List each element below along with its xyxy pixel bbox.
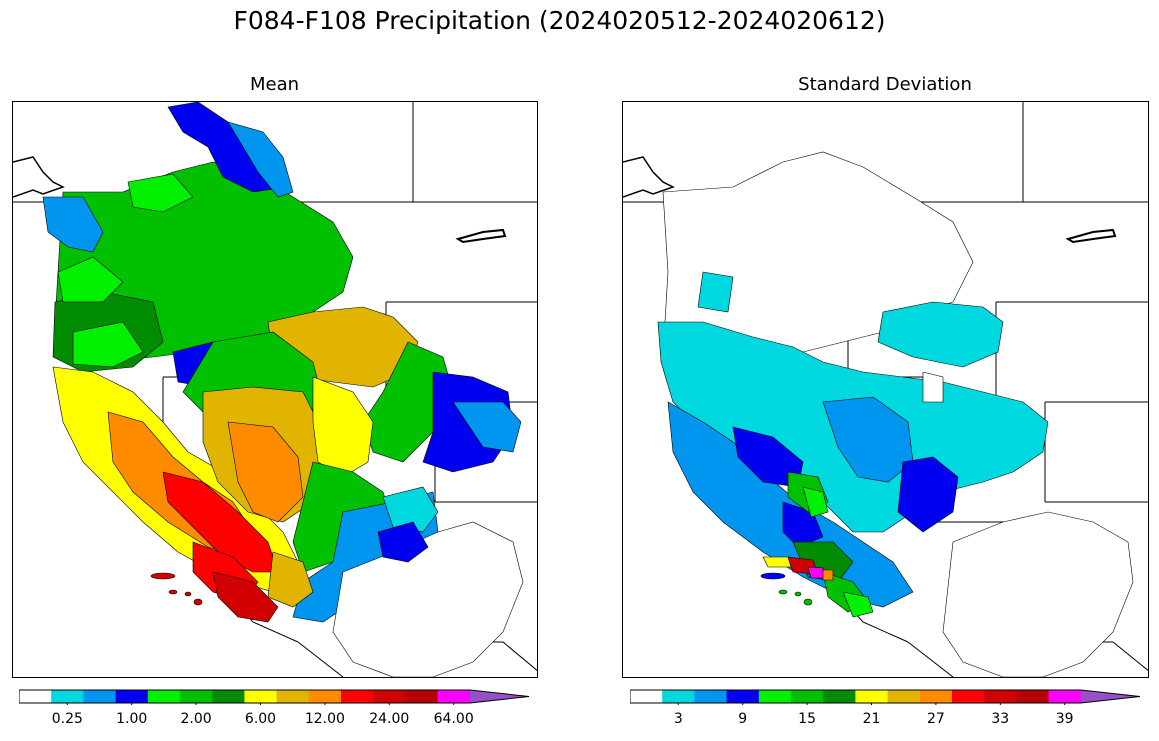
colorbar-tick-label: 0.25: [51, 711, 83, 727]
colorbar-extend-arrow: [469, 690, 529, 703]
colorbar-tick-label: 9: [738, 711, 748, 727]
colorbar-segment: [887, 690, 921, 703]
colorbar-segment: [984, 690, 1017, 703]
colorbar-segment: [791, 690, 824, 703]
colorbar-tick-label: 39: [1055, 711, 1074, 727]
colorbar-tick-label: 24.00: [369, 711, 410, 727]
colorbar-segment: [437, 690, 471, 703]
colorbar-segment: [855, 690, 889, 703]
colorbar-segment: [19, 690, 52, 703]
colorbar-tick-label: 2.00: [180, 711, 212, 727]
colorbar-segment: [662, 690, 695, 703]
colorbar-segment: [694, 690, 728, 703]
figure-title: F084-F108 Precipitation (2024020512-2024…: [233, 6, 886, 35]
colorbar-segment: [308, 690, 342, 703]
stddev-map: [622, 101, 1149, 678]
colorbar-segment: [244, 690, 278, 703]
colorbar-outline: [630, 689, 1141, 704]
colorbar-outline: [19, 689, 530, 704]
colorbar-tick-label: 15: [798, 711, 817, 727]
colorbar-segment: [180, 690, 213, 703]
coastline: [13, 156, 65, 198]
precip-regions: [42, 102, 524, 677]
colorbar-segment: [373, 690, 406, 703]
colorbar-segment: [758, 690, 792, 703]
colorbar-tick-label: 64.00: [433, 711, 474, 727]
colorbar-segment: [405, 690, 439, 703]
islands: [760, 572, 813, 606]
colorbar-tick-label: 3: [673, 711, 683, 727]
colorbar-tick-label: 21: [862, 711, 881, 727]
lake-outline: [1065, 228, 1117, 244]
colorbar-tick-label: 1.00: [116, 711, 148, 727]
stddev-colorbar: [630, 689, 1141, 705]
mean-colorbar: [19, 689, 530, 705]
coastline: [623, 156, 675, 198]
colorbar-segment: [51, 690, 84, 703]
colorbar-segment: [823, 690, 856, 703]
colorbar-tick-label: 12.00: [304, 711, 345, 727]
colorbar-segment: [726, 690, 760, 703]
stddev-regions: [657, 151, 1134, 677]
colorbar-extend-arrow: [1080, 690, 1140, 703]
colorbar-segment: [212, 690, 245, 703]
colorbar-segment: [952, 690, 985, 703]
colorbar-segment: [147, 690, 181, 703]
mean-panel-title: Mean: [249, 74, 300, 95]
colorbar-tick-label: 6.00: [244, 711, 277, 727]
colorbar-tick-label: 27: [926, 711, 945, 727]
stddev-panel-title: Standard Deviation: [798, 74, 972, 95]
colorbar-segment: [919, 690, 953, 703]
islands: [150, 572, 203, 606]
colorbar-segment: [115, 690, 149, 703]
colorbar-segment: [83, 690, 117, 703]
colorbar-segment: [630, 690, 663, 703]
colorbar-tick-label: 33: [991, 711, 1010, 727]
colorbar-segment: [276, 690, 310, 703]
colorbar-segment: [1048, 690, 1082, 703]
lake-outline: [455, 228, 507, 244]
mean-map: [12, 101, 538, 678]
colorbar-segment: [341, 690, 374, 703]
colorbar-segment: [1016, 690, 1050, 703]
